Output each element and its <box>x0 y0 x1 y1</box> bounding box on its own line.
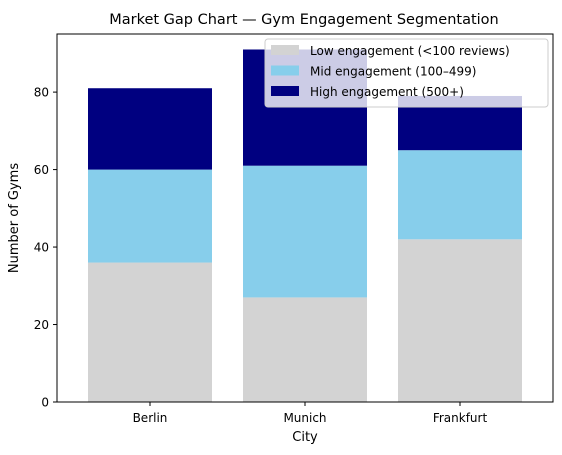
y-axis: 0 20 40 60 80 <box>34 86 57 410</box>
y-tick-label: 60 <box>34 163 49 177</box>
x-tick-label-munich: Munich <box>283 411 326 425</box>
y-axis-label: Number of Gyms <box>7 163 22 273</box>
x-tick-label-frankfurt: Frankfurt <box>433 411 488 425</box>
legend-swatch-series-3 <box>271 86 299 96</box>
bar-munich-series-2 <box>243 165 367 298</box>
x-axis: Berlin Munich Frankfurt <box>133 402 488 425</box>
legend-frame <box>264 38 549 108</box>
x-tick-label-berlin: Berlin <box>133 411 168 425</box>
bar-berlin-series-2 <box>88 169 212 263</box>
x-axis-label: City <box>292 430 318 445</box>
legend-label-series-2: Mid engagement (100–499) <box>310 65 476 79</box>
y-tick-label: 20 <box>34 318 49 332</box>
y-tick-label: 0 <box>41 396 49 410</box>
bars-group <box>88 49 522 402</box>
y-tick-label: 40 <box>34 241 49 255</box>
legend-label-series-1: Low engagement (<100 reviews) <box>310 44 510 58</box>
bar-frankfurt-series-1 <box>398 239 522 402</box>
bar-berlin-series-1 <box>88 262 212 402</box>
legend-swatch-series-1 <box>271 45 299 55</box>
legend: Low engagement (<100 reviews) Mid engagem… <box>264 38 549 108</box>
bar-berlin-series-3 <box>88 88 212 170</box>
bar-frankfurt-series-2 <box>398 150 522 240</box>
legend-label-series-3: High engagement (500+) <box>310 85 464 99</box>
bar-munich-series-1 <box>243 297 367 402</box>
plot-frame <box>56 33 554 403</box>
legend-swatch-series-2 <box>271 65 299 76</box>
chart-title: Market Gap Chart — Gym Engagement Segmen… <box>109 12 499 28</box>
y-tick-label: 80 <box>34 86 49 100</box>
